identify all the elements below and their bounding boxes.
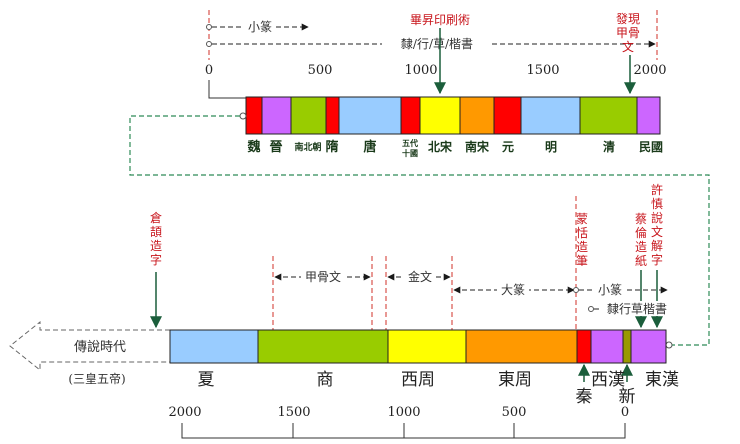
- bottom-dynasty-labels: 夏 商 西周 東周 秦 西漢 新 東漢: [198, 370, 680, 407]
- top-dynasty-label: 隋: [325, 139, 338, 155]
- top-dynasty-label: 五代十國: [402, 138, 418, 158]
- bottom-script-span-label: 甲骨文: [305, 269, 341, 284]
- bottom-dynasty-label: 新: [619, 387, 636, 407]
- bottom-segment-xihan: [590, 329, 624, 364]
- bottom-script-span-dazhuan: 大篆: [453, 282, 575, 297]
- top-dynasty-labels: 魏 晉 南北朝 隋 唐 五代十國 北宋 南宋 元 明 清 民國: [246, 138, 663, 158]
- bottom-script-span-label: 金文: [408, 269, 432, 284]
- top-timeline: 小篆 隸/行/草/楷書 畢昇印刷術 發現甲骨文 0 500 1000 1500 …: [205, 10, 667, 158]
- bottom-event-xushen: 許慎說文解字: [651, 183, 663, 329]
- bottom-dynasty-label: 西漢: [591, 370, 625, 390]
- top-script-span-xiaozhuan: 小篆: [206, 19, 309, 34]
- top-axis-tick: 0: [205, 63, 213, 78]
- top-segment-tang: [338, 96, 402, 135]
- top-axis: 0 500 1000 1500 2000: [205, 63, 667, 78]
- bottom-segment-xia: [169, 329, 259, 364]
- legend-era-sub-label: (三皇五帝): [68, 371, 125, 386]
- top-dynasty-label: 魏: [246, 139, 260, 155]
- bottom-event-cangjie: 倉頡造字: [150, 210, 162, 329]
- bottom-axis-tick: 500: [502, 405, 527, 420]
- bottom-script-span-label: 隸行草楷書: [607, 301, 667, 316]
- bottom-timeline: 倉頡造字 蒙恬造筆 蔡倫造紙 許慎說文解字: [9, 183, 680, 439]
- top-script-span-label: 小篆: [248, 19, 272, 34]
- bottom-marker-lines: [272, 196, 577, 330]
- top-dynasty-label: 唐: [363, 139, 376, 155]
- bottom-axis: 2000 1500 1000 500 0: [168, 405, 629, 439]
- bottom-dynasty-label: 商: [317, 370, 334, 390]
- top-event-oracle-bone-discovery: 發現甲骨文: [616, 11, 640, 95]
- legend-era-label: 傳說時代: [74, 339, 126, 355]
- top-script-span-lishu: 隸/行/草/楷書: [206, 36, 656, 51]
- top-dynasty-label: 民國: [639, 140, 663, 154]
- top-dynasty-bar: [245, 96, 661, 135]
- top-dynasty-label: 元: [502, 140, 514, 154]
- top-segment-jin: [261, 96, 292, 135]
- bottom-segment-donghan: [630, 329, 667, 364]
- top-dynasty-label: 南北朝: [294, 141, 321, 153]
- top-dynasty-label: 北宋: [428, 139, 453, 154]
- bottom-axis-tick: 2000: [168, 405, 201, 420]
- bottom-event-cailun: 蔡倫造紙: [635, 212, 647, 329]
- bottom-segment-qin: [576, 329, 592, 364]
- bottom-dynasty-bar: [169, 329, 667, 364]
- bottom-segment-shang: [257, 329, 389, 364]
- top-segment-wudai: [400, 96, 421, 135]
- bottom-event-mengtian: 蒙恬造筆: [576, 212, 588, 268]
- top-segment-nansong: [459, 96, 495, 135]
- top-axis-tick: 500: [308, 63, 333, 78]
- top-dynasty-label: 晉: [269, 140, 282, 155]
- top-dynasty-label: 清: [603, 139, 615, 154]
- top-segment-qing: [579, 96, 638, 135]
- bottom-axis-tick: 1000: [387, 405, 420, 420]
- bottom-dynasty-label: 秦: [576, 387, 593, 407]
- bottom-event-label: 許慎說文解字: [651, 183, 663, 267]
- legend-era-arrow: 傳說時代 (三皇五帝): [9, 320, 171, 386]
- bottom-script-span-xiaozhuan: 小篆: [573, 282, 668, 297]
- top-axis-connector: [208, 80, 246, 99]
- bottom-event-label: 倉頡造字: [150, 210, 162, 267]
- top-segment-wei: [245, 96, 263, 135]
- top-axis-tick: 1000: [404, 63, 437, 78]
- top-script-span-label: 隸/行/草/楷書: [401, 36, 473, 51]
- bottom-segment-xin: [622, 329, 632, 364]
- bottom-event-label: 蒙恬造筆: [576, 212, 588, 268]
- bottom-script-span-jinwen: 金文: [387, 269, 451, 284]
- top-segment-nanbeichao: [290, 96, 327, 135]
- bottom-axis-tick: 1500: [277, 405, 310, 420]
- bottom-segment-xizhou: [387, 329, 467, 364]
- bottom-dynasty-label: 東漢: [645, 370, 679, 390]
- bottom-dynasty-label: 東周: [498, 370, 532, 390]
- bottom-script-span-lishu: 隸行草楷書: [588, 301, 672, 316]
- continuation-connector: [129, 112, 710, 349]
- top-event-printing: 畢昇印刷術: [410, 13, 470, 95]
- bottom-dynasty-label: 夏: [198, 370, 215, 390]
- bottom-segment-dongzhou: [465, 329, 578, 364]
- top-axis-tick: 1500: [526, 63, 559, 78]
- top-event-label: 畢昇印刷術: [410, 13, 470, 27]
- top-event-label: 發現甲骨文: [616, 11, 640, 54]
- top-dynasty-label: 明: [545, 140, 557, 154]
- bottom-axis-tick: 0: [621, 405, 629, 420]
- top-segment-sui: [325, 96, 340, 135]
- top-segment-yuan: [493, 96, 522, 135]
- top-dynasty-label: 南宋: [465, 139, 490, 154]
- bottom-script-span-label: 小篆: [598, 282, 622, 297]
- bottom-event-label: 蔡倫造紙: [635, 212, 647, 268]
- bottom-script-span-label: 大篆: [501, 282, 525, 297]
- top-segment-minguo: [636, 96, 661, 135]
- top-segment-ming: [520, 96, 581, 135]
- bottom-dynasty-label: 西周: [401, 370, 435, 390]
- top-axis-tick: 2000: [633, 63, 666, 78]
- bottom-script-span-jiaguwen: 甲骨文: [274, 269, 371, 284]
- top-segment-beisong: [419, 96, 461, 135]
